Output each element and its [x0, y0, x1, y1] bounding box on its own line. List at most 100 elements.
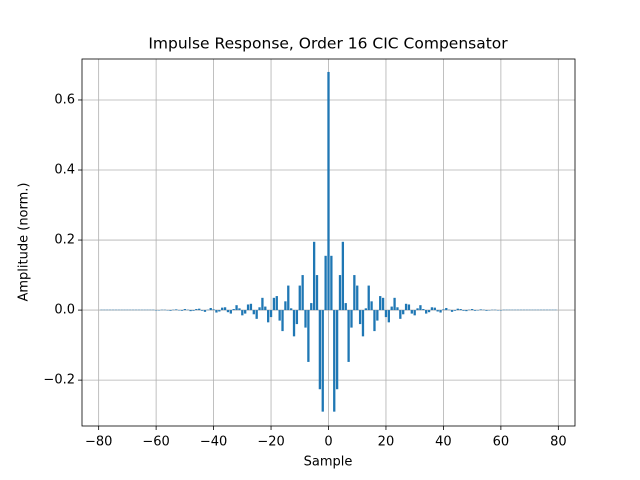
bar — [249, 303, 253, 311]
bar — [387, 310, 390, 323]
bar — [350, 310, 353, 328]
bar — [261, 297, 264, 311]
bar — [465, 310, 468, 312]
bar — [223, 307, 227, 311]
bar — [425, 310, 428, 314]
bar — [379, 296, 382, 311]
bar — [169, 310, 172, 311]
bar — [258, 307, 261, 311]
bar — [335, 310, 339, 390]
bar — [367, 285, 370, 311]
x-tick-label: 60 — [493, 435, 510, 450]
bar — [344, 303, 347, 311]
bar — [456, 308, 459, 311]
bar — [364, 308, 367, 311]
bar — [402, 310, 405, 315]
x-tick-label: −20 — [257, 435, 284, 450]
bar — [453, 310, 457, 311]
bar — [307, 310, 310, 362]
x-tick-label: 40 — [435, 435, 452, 450]
bar — [267, 310, 270, 323]
bar — [246, 304, 250, 311]
bar — [356, 285, 359, 311]
x-tick-label: −40 — [200, 435, 227, 450]
bar — [338, 275, 342, 311]
x-axis-label: Sample — [304, 455, 353, 470]
bar — [209, 307, 212, 311]
bar — [390, 306, 393, 311]
bar — [200, 310, 204, 311]
bar — [376, 310, 379, 321]
bar — [462, 310, 465, 311]
bar — [419, 305, 422, 311]
bar — [192, 310, 195, 311]
bar — [310, 303, 313, 311]
bar — [195, 309, 198, 311]
x-tick-label: −80 — [85, 435, 112, 450]
bar — [399, 310, 402, 319]
bar — [445, 307, 448, 311]
bar — [439, 310, 442, 313]
bar — [226, 310, 230, 313]
y-tick-label: 0.6 — [54, 92, 75, 107]
bar — [252, 310, 255, 315]
bar — [341, 241, 345, 311]
bar — [433, 307, 436, 311]
bar — [470, 309, 474, 311]
x-tick-label: 20 — [378, 435, 395, 450]
bar — [298, 285, 301, 311]
bar — [284, 301, 287, 311]
bar — [384, 310, 388, 318]
bar — [244, 310, 247, 314]
bar — [212, 309, 215, 311]
bar — [430, 307, 434, 311]
x-tick-label: 0 — [324, 435, 332, 450]
bar — [255, 310, 258, 319]
bar — [459, 309, 462, 311]
bar — [180, 310, 184, 311]
bar — [393, 297, 396, 311]
bar — [203, 310, 207, 312]
bar — [347, 310, 350, 362]
y-tick-label: 0.4 — [54, 163, 75, 178]
chart-title: Impulse Response, Order 16 CIC Compensat… — [148, 35, 508, 53]
bar — [315, 275, 319, 311]
axes-frame — [81, 58, 576, 427]
bar — [396, 307, 399, 311]
bar — [436, 310, 439, 312]
bar — [324, 255, 327, 311]
bar — [290, 308, 293, 311]
bar — [189, 310, 192, 312]
bar — [416, 308, 419, 311]
bar — [221, 307, 224, 311]
x-tick-label: −60 — [142, 435, 169, 450]
bar — [327, 71, 330, 311]
bar — [427, 310, 431, 313]
bar — [304, 310, 307, 328]
bar — [407, 304, 411, 311]
bar — [272, 297, 276, 311]
bar — [278, 310, 281, 321]
bar — [235, 305, 238, 311]
bar — [295, 310, 299, 325]
bar — [281, 310, 284, 332]
bar — [361, 310, 365, 337]
y-tick-label: 0.0 — [54, 303, 75, 318]
bar — [301, 275, 304, 311]
bar — [353, 275, 356, 311]
bar — [232, 309, 235, 311]
bar — [321, 310, 324, 412]
bar — [442, 309, 445, 311]
y-axis-label: Amplitude (norm.) — [17, 183, 32, 302]
y-tick-label: 0.2 — [54, 233, 75, 248]
bar — [479, 309, 482, 311]
bar — [485, 310, 488, 311]
bar — [370, 301, 373, 311]
bar — [413, 310, 416, 316]
bar — [333, 310, 336, 412]
bar — [330, 255, 333, 311]
bar — [373, 310, 376, 332]
bar — [269, 310, 273, 318]
